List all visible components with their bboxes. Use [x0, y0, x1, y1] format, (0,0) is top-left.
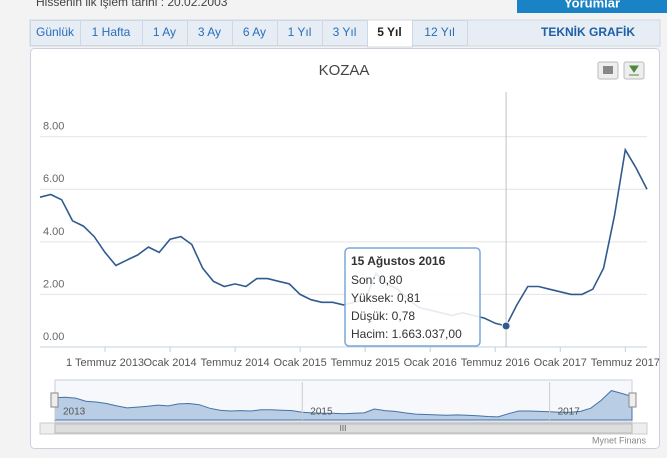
- tab-label[interactable]: 1 Yıl: [288, 25, 312, 39]
- x-tick-label: Temmuz 2017: [591, 357, 660, 369]
- tab-label[interactable]: 3 Yıl: [333, 25, 357, 39]
- tab-label[interactable]: 12 Yıl: [424, 25, 454, 39]
- navigator-label: 2015: [310, 407, 333, 418]
- tab[interactable]: [232, 20, 278, 46]
- tab-label[interactable]: Günlük: [36, 25, 75, 39]
- navigator-handle[interactable]: [628, 392, 637, 408]
- tooltip-row: Yüksek: 0,81: [351, 291, 421, 305]
- tooltip-row: Son: 0,80: [351, 273, 403, 287]
- comments-label[interactable]: Yorumlar: [564, 0, 620, 10]
- scrollbar-grip: III: [340, 424, 347, 433]
- x-tick-label: Ocak 2016: [404, 357, 457, 369]
- tooltip-box: [344, 247, 481, 347]
- x-tick-label: Temmuz 2015: [331, 357, 400, 369]
- x-tick-label: Ocak 2015: [274, 357, 327, 369]
- first-trade-date: Hissenin ilk işlem tarihi : 20.02.2003: [36, 0, 228, 9]
- tab-label[interactable]: 1 Hafta: [92, 25, 131, 39]
- chart-frame: [30, 48, 660, 449]
- y-tick-label: 8.00: [43, 121, 64, 133]
- chart-title: KOZAA: [319, 62, 370, 79]
- scrollbar-thumb[interactable]: [54, 423, 633, 434]
- price-line: [39, 147, 648, 327]
- y-tick-label: 0.00: [43, 331, 64, 343]
- tab[interactable]: [142, 20, 188, 46]
- tab[interactable]: [187, 20, 233, 46]
- plot: 0.002.004.006.008.001 Temmuz 2013 Ocak 20…: [39, 92, 660, 421]
- y-tick-label: 4.00: [43, 226, 64, 238]
- x-tick-label: Temmuz 2014: [201, 357, 270, 369]
- x-tick-label: Ocak 2017: [534, 357, 587, 369]
- y-tick-label: 6.00: [43, 173, 64, 185]
- tabs: Günlük 1 Hafta 1 Ay 3 Ay 6 Ay 1 Yıl 3 Yıl 5 Yıl…: [30, 19, 468, 48]
- tab-label[interactable]: 1 Ay: [153, 25, 176, 39]
- tooltip-date: 15 Ağustos 2016: [351, 254, 446, 268]
- print-icon: [603, 66, 613, 74]
- navigator-label: 2017: [558, 407, 581, 418]
- credits: Mynet Finans: [592, 435, 647, 445]
- comments-button[interactable]: [517, 0, 667, 13]
- navigator-area: [54, 390, 633, 421]
- x-tick-label: Ocak 2014: [143, 357, 196, 369]
- tab-label[interactable]: 6 Ay: [243, 25, 266, 39]
- tab-label[interactable]: 5 Yıl: [377, 25, 401, 39]
- tab-label[interactable]: 3 Ay: [198, 25, 221, 39]
- y-tick-label: 2.00: [43, 278, 64, 290]
- tab[interactable]: [277, 20, 323, 46]
- tab[interactable]: [412, 20, 468, 46]
- x-tick-label: Temmuz 2016: [461, 357, 530, 369]
- tooltip-row: Hacim: 1.663.037,00: [351, 327, 462, 341]
- hover-point: [501, 321, 511, 331]
- export-icon: [629, 65, 639, 76]
- tab[interactable]: [322, 20, 368, 46]
- tab[interactable]: [80, 20, 143, 46]
- technical-tab[interactable]: TEKNİK GRAFİK: [541, 24, 635, 39]
- tooltip-row: Düşük: 0,78: [351, 309, 415, 323]
- navigator-label: 2013: [63, 407, 86, 418]
- x-tick-label: 1 Temmuz 2013: [66, 357, 144, 369]
- navigator-handle[interactable]: [50, 392, 59, 408]
